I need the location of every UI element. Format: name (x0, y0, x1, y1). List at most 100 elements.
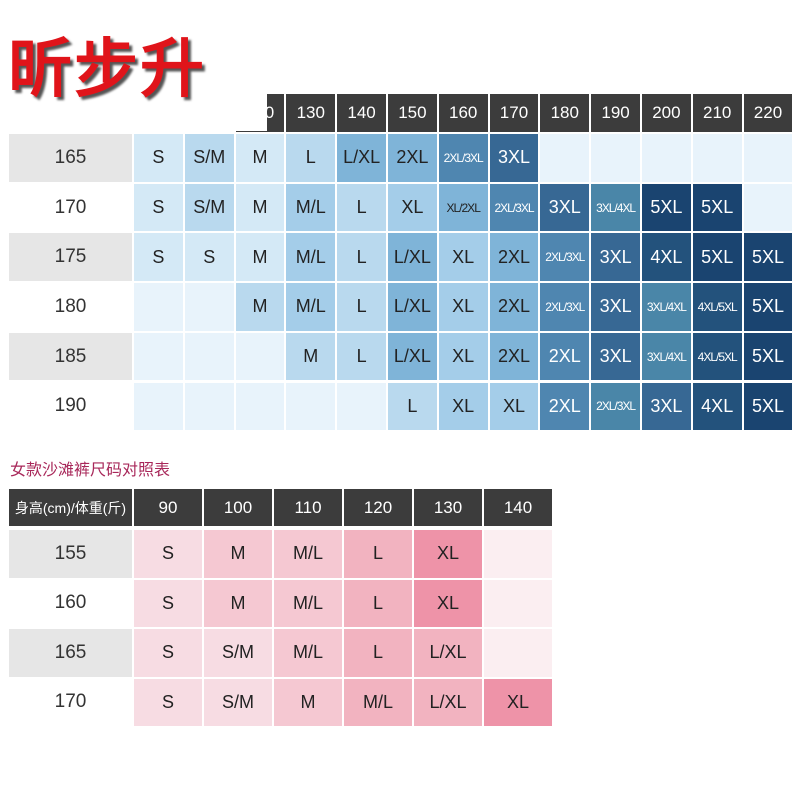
size-cell: M (234, 282, 286, 332)
size-cell: S (133, 182, 184, 233)
size-cell (742, 182, 794, 233)
size-cell: S (183, 232, 235, 283)
size-cell: M (203, 578, 273, 628)
size-cell: M (234, 182, 286, 233)
height-cell: 170 (8, 182, 133, 233)
size-cell: L (343, 529, 413, 579)
size-cell: 3XL/4XL (590, 182, 641, 233)
size-cell: 2XL (539, 331, 591, 382)
size-cell: XL (437, 331, 489, 382)
size-cell: XL (483, 677, 553, 727)
height-cell: 170 (8, 677, 133, 727)
size-cell: 2XL/3XL (539, 282, 591, 332)
size-cell (742, 133, 794, 183)
size-cell: S (133, 677, 203, 727)
weight-header: 160 (437, 93, 489, 133)
size-cell (183, 282, 235, 332)
size-cell: 2XL (488, 331, 540, 382)
size-cell: S (133, 529, 203, 579)
size-cell: 2XL/3XL (488, 182, 540, 233)
size-cell: S (133, 628, 203, 678)
size-cell: 3XL/4XL (641, 282, 692, 332)
size-cell (641, 133, 692, 183)
size-cell: S (133, 578, 203, 628)
weight-header: 110 (273, 488, 343, 527)
size-cell: M (234, 232, 286, 283)
size-cell: L (336, 331, 387, 382)
size-cell: L/XL (387, 232, 438, 283)
brand-logo-text: 昕步升 (8, 33, 206, 107)
size-cell: M/L (273, 628, 343, 678)
size-cell (133, 282, 184, 332)
size-cell (590, 133, 641, 183)
height-cell: 185 (8, 331, 133, 382)
corner-header: 身高(cm)/体重(斤) (8, 488, 133, 527)
size-cell: 2XL (488, 232, 540, 283)
weight-header: 90 (133, 488, 203, 527)
weight-header: 220 (742, 93, 794, 133)
size-cell: S (133, 133, 184, 183)
size-cell: M (273, 677, 343, 727)
size-cell: L/XL (336, 133, 387, 183)
size-cell: M (285, 331, 337, 382)
size-cell: 5XL (742, 232, 794, 283)
weight-header: 170 (488, 93, 540, 133)
size-cell (285, 381, 337, 432)
size-cell: 2XL/3XL (437, 133, 489, 183)
size-cell: S (133, 232, 184, 283)
height-cell: 165 (8, 133, 133, 183)
size-cell: 5XL (742, 381, 794, 432)
size-cell: L/XL (413, 677, 483, 727)
weight-header: 200 (641, 93, 692, 133)
size-cell: 5XL (742, 331, 794, 382)
height-cell: 175 (8, 232, 133, 283)
size-cell (183, 331, 235, 382)
size-cell: M/L (273, 529, 343, 579)
size-cell: XL (488, 381, 540, 432)
size-cell: S/M (183, 182, 235, 233)
size-cell: 4XL/5XL (691, 331, 743, 382)
weight-header: 100 (203, 488, 273, 527)
size-cell (183, 381, 235, 432)
height-cell: 160 (8, 578, 133, 628)
size-cell: L (285, 133, 337, 183)
size-cell: 5XL (742, 282, 794, 332)
size-cell (483, 578, 553, 628)
size-cell: XL (437, 282, 489, 332)
size-cell: 3XL (590, 331, 641, 382)
size-cell (483, 529, 553, 579)
size-cell: 4XL (641, 232, 692, 283)
size-cell: 3XL (641, 381, 692, 432)
size-cell: XL (413, 529, 483, 579)
size-cell (133, 331, 184, 382)
weight-header: 150 (387, 93, 438, 133)
size-cell (234, 331, 286, 382)
weight-header: 120 (343, 488, 413, 527)
size-cell: XL/2XL (437, 182, 489, 233)
size-cell: L/XL (387, 282, 438, 332)
size-cell: L (387, 381, 438, 432)
size-cell: 3XL (590, 232, 641, 283)
size-cell: M/L (285, 232, 337, 283)
size-cell: L/XL (413, 628, 483, 678)
women-table-title: 女款沙滩裤尺码对照表 (10, 462, 171, 479)
size-cell: 4XL (691, 381, 743, 432)
weight-header: 140 (336, 93, 387, 133)
size-cell: L (343, 628, 413, 678)
weight-header: 140 (483, 488, 553, 527)
size-cell: M/L (273, 578, 343, 628)
size-cell: L/XL (387, 331, 438, 382)
size-cell: 2XL/3XL (590, 381, 641, 432)
size-cell: XL (387, 182, 438, 233)
size-cell (133, 381, 184, 432)
size-cell: M/L (285, 182, 337, 233)
size-cell: L (343, 578, 413, 628)
size-cell (691, 133, 743, 183)
size-cell (234, 381, 286, 432)
size-cell: XL (437, 381, 489, 432)
height-cell: 180 (8, 282, 133, 332)
size-cell: L (336, 182, 387, 233)
size-cell: M/L (343, 677, 413, 727)
weight-header: 210 (691, 93, 743, 133)
size-cell (539, 133, 591, 183)
